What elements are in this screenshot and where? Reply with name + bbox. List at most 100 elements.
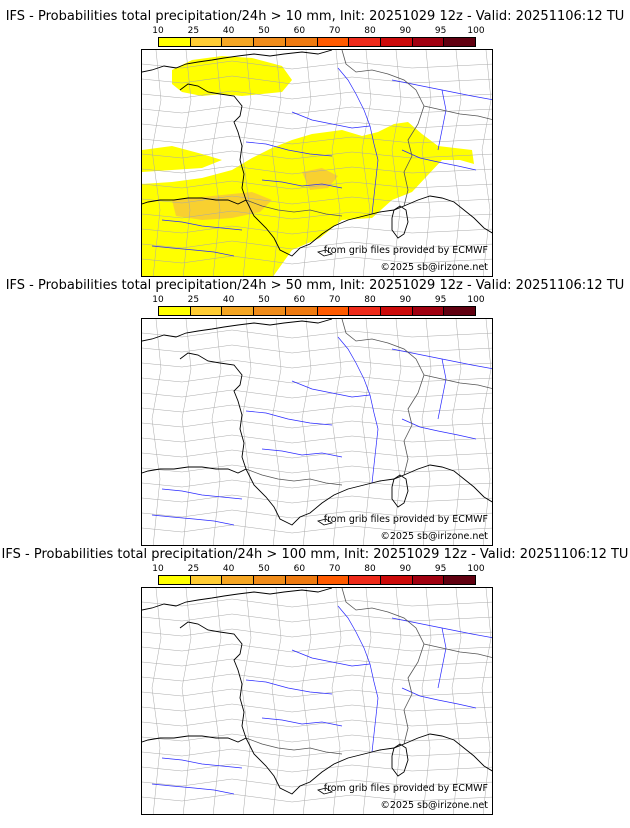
colorbar-swatch xyxy=(254,307,286,315)
admin-boundary xyxy=(142,658,492,668)
admin-boundary xyxy=(181,319,192,545)
admin-boundary xyxy=(142,419,492,429)
precip-area xyxy=(142,122,474,276)
river-line xyxy=(261,179,343,189)
source-note: from grib files provided by ECMWF xyxy=(323,783,488,794)
admin-boundary xyxy=(142,628,492,638)
colorbar-ticks: 10 25 40 50 60 70 80 90 95 100 xyxy=(152,26,484,36)
admin-boundary xyxy=(331,588,342,814)
colorbar-swatch xyxy=(317,307,350,315)
river-line xyxy=(391,348,492,369)
river-line xyxy=(371,159,379,215)
admin-boundary xyxy=(142,748,492,758)
colorbar-tick-label: 100 xyxy=(467,295,485,305)
map-canvas xyxy=(142,319,492,545)
river-line xyxy=(391,79,492,100)
colorbar-swatch xyxy=(444,38,476,46)
colorbar-swatch xyxy=(349,38,381,46)
country-border xyxy=(341,588,425,745)
admin-boundary xyxy=(331,319,342,545)
admin-boundary xyxy=(481,588,492,814)
river-line xyxy=(437,627,447,689)
colorbar-tick-label: 100 xyxy=(467,26,485,36)
river-line xyxy=(391,617,492,638)
admin-boundary xyxy=(391,50,402,276)
admin-boundary xyxy=(271,319,282,545)
admin-boundary xyxy=(151,319,162,545)
coastline xyxy=(142,319,492,526)
admin-boundary xyxy=(361,588,372,814)
admin-boundary xyxy=(142,718,492,728)
admin-boundary xyxy=(451,588,462,814)
admin-boundary xyxy=(142,434,492,444)
colorbar-swatch xyxy=(317,38,350,46)
colorbar-swatch xyxy=(349,307,381,315)
copyright-note: ©2025 sb@irizone.net xyxy=(380,531,488,542)
admin-boundary xyxy=(142,598,492,608)
admin-boundary xyxy=(241,319,252,545)
admin-boundary xyxy=(241,588,252,814)
admin-boundary xyxy=(331,50,342,276)
colorbar-swatch xyxy=(444,307,476,315)
colorbar-swatch xyxy=(190,576,223,584)
colorbar-legend: 10 25 40 50 60 70 80 90 95 100 xyxy=(152,564,485,590)
admin-boundary xyxy=(271,50,282,276)
panel-title: IFS - Probabilities total precipitation/… xyxy=(5,9,625,24)
admin-boundary xyxy=(142,105,492,115)
admin-boundary xyxy=(142,240,492,250)
admin-boundary xyxy=(211,50,222,276)
colorbar-swatch xyxy=(222,38,255,46)
copyright-note: ©2025 sb@irizone.net xyxy=(380,262,488,273)
river-line xyxy=(401,418,477,440)
admin-boundary xyxy=(142,449,492,459)
admin-boundary xyxy=(361,319,372,545)
river-line xyxy=(161,219,243,231)
admin-boundary xyxy=(481,50,492,276)
colorbar-tick-label: 10 xyxy=(152,295,164,305)
source-note: from grib files provided by ECMWF xyxy=(323,514,488,525)
river-line xyxy=(291,380,371,398)
country-border xyxy=(423,374,492,389)
source-note: from grib files provided by ECMWF xyxy=(323,245,488,256)
admin-boundary xyxy=(142,778,492,788)
island-outline xyxy=(317,787,333,795)
admin-boundary xyxy=(181,50,192,276)
colorbar-tick-label: 60 xyxy=(293,26,306,36)
river-line xyxy=(161,757,243,769)
admin-boundary xyxy=(211,319,222,545)
admin-boundary xyxy=(142,150,492,160)
admin-boundary xyxy=(142,210,492,220)
admin-boundary xyxy=(142,344,492,354)
colorbar-tick-label: 95 xyxy=(434,26,447,36)
admin-boundary xyxy=(451,319,462,545)
river-line xyxy=(371,428,379,484)
colorbar-ticks: 10 25 40 50 60 70 80 90 95 100 xyxy=(152,295,484,305)
river-line xyxy=(245,410,333,426)
colorbar-tick-label: 50 xyxy=(258,26,270,36)
colorbar-swatches xyxy=(158,37,476,47)
admin-boundary xyxy=(391,319,402,545)
river-line xyxy=(371,697,379,753)
country-border xyxy=(341,319,425,476)
colorbar-legend: 10 25 40 50 60 70 80 90 95 100 xyxy=(152,26,485,52)
colorbar-swatches xyxy=(158,306,476,316)
panel-title: IFS - Probabilities total precipitation/… xyxy=(1,547,629,562)
coastline xyxy=(142,588,492,795)
admin-boundary xyxy=(142,793,492,803)
admin-boundary xyxy=(142,135,492,145)
admin-boundary xyxy=(142,255,492,265)
country-border xyxy=(423,643,492,658)
colorbar-tick-label: 40 xyxy=(222,564,235,574)
colorbar-swatch xyxy=(444,576,476,584)
island-outline xyxy=(391,474,409,508)
country-border xyxy=(423,105,492,120)
admin-boundary xyxy=(151,588,162,814)
colorbar-swatch xyxy=(159,307,191,315)
forecast-map: from grib files provided by ECMWF ©2025 … xyxy=(141,587,493,815)
coastline xyxy=(142,50,492,257)
colorbar-ticks: 10 25 40 50 60 70 80 90 95 100 xyxy=(152,564,484,574)
river-line xyxy=(337,605,379,699)
admin-boundary xyxy=(142,509,492,519)
colorbar-tick-label: 95 xyxy=(434,295,447,305)
colorbar-swatch xyxy=(190,38,223,46)
